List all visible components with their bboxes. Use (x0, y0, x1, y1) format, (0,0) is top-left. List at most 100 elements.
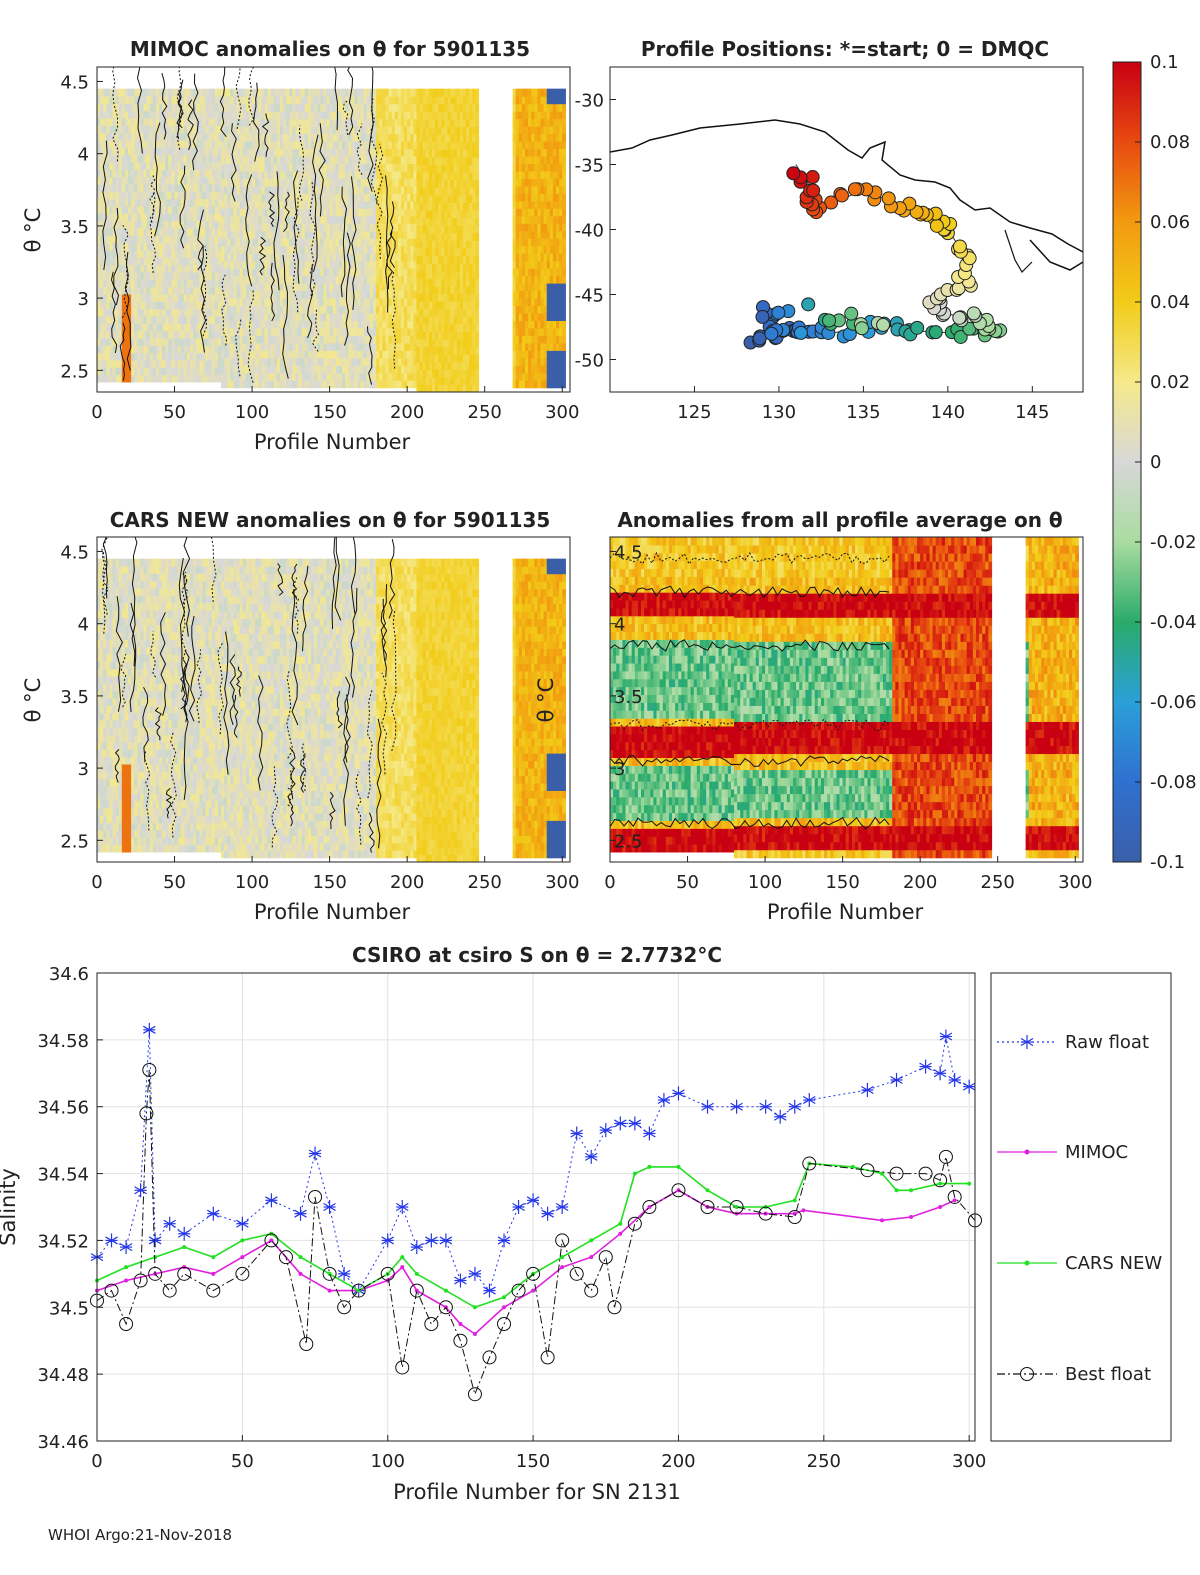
heatmap-cell (224, 350, 228, 359)
heatmap-cell (357, 208, 362, 217)
heatmap-cell (342, 140, 346, 150)
heatmap-cell (121, 147, 126, 156)
heatmap-cell (276, 357, 281, 366)
heatmap-cell (338, 88, 343, 97)
heatmap-cell (428, 194, 433, 204)
heatmap-cell (397, 238, 402, 247)
heatmap-cell (292, 253, 297, 262)
heatmap-cell (109, 235, 114, 244)
heatmap-cell (335, 208, 340, 217)
heatmap-cell (407, 350, 411, 359)
heatmap-cell (267, 290, 272, 299)
heatmap-cell (276, 126, 281, 135)
heatmap-cell (155, 286, 160, 295)
heatmap-cell (252, 170, 256, 179)
heatmap-cell (261, 283, 266, 292)
heatmap-cell (329, 253, 334, 262)
heatmap-cell (444, 338, 449, 348)
heatmap-cell (190, 125, 194, 134)
heatmap-cell (248, 208, 253, 217)
heatmap-cell (248, 275, 253, 284)
heatmap-cell (388, 88, 393, 97)
heatmap-cell (419, 293, 424, 302)
heatmap-cell (97, 110, 101, 119)
heatmap-cell (199, 220, 204, 229)
heatmap-cell (186, 161, 191, 170)
heatmap-cell (115, 271, 120, 280)
heatmap-cell (248, 185, 253, 194)
heatmap-cell (121, 132, 126, 141)
heatmap-cell (236, 238, 241, 247)
heatmap-cell (373, 350, 377, 359)
heatmap-cell (155, 271, 160, 280)
heatmap-cell (307, 253, 312, 262)
heatmap-cell (224, 215, 228, 224)
heatmap-cell (466, 126, 470, 135)
heatmap-cell (472, 202, 476, 211)
heatmap-cell (342, 290, 346, 299)
heatmap-cell (314, 103, 318, 112)
heatmap-cell (394, 260, 399, 269)
heatmap-cell (267, 118, 272, 127)
heatmap-cell (314, 163, 318, 172)
heatmap-cell (248, 268, 253, 277)
heatmap-cell (397, 133, 402, 142)
heatmap-cell (512, 215, 517, 224)
heatmap-cell (214, 154, 219, 163)
heatmap-cell (121, 95, 126, 104)
heatmap-cell (438, 263, 442, 272)
heatmap-cell (171, 117, 176, 126)
heatmap-cell (419, 255, 424, 264)
heatmap-cell (137, 257, 142, 266)
heatmap-cell (397, 215, 402, 224)
heatmap-cell (134, 132, 138, 141)
heatmap-cell (469, 202, 473, 211)
heatmap-cell (335, 342, 340, 351)
heatmap-cell (159, 279, 163, 288)
heatmap-cell (177, 315, 182, 324)
heatmap-cell (180, 330, 185, 339)
heatmap-cell (264, 335, 269, 344)
heatmap-cell (227, 133, 231, 142)
heatmap-cell (512, 200, 517, 209)
heatmap-cell (283, 312, 287, 321)
heatmap-cell (404, 215, 408, 224)
heatmap-cell (155, 88, 160, 97)
heatmap-cell (152, 125, 157, 134)
heatmap-cell (264, 357, 269, 366)
heatmap-cell (217, 367, 222, 376)
heatmap-cell (97, 271, 101, 280)
heatmap-cell (128, 227, 132, 236)
heatmap-cell (115, 359, 120, 368)
heatmap-cell (248, 305, 253, 314)
heatmap-cell (205, 345, 210, 354)
heatmap-cell (159, 323, 163, 332)
heatmap-cell (162, 220, 166, 229)
heatmap-cell (143, 359, 148, 368)
heatmap-cell (410, 155, 414, 165)
heatmap-cell (143, 103, 148, 112)
heatmap-cell (351, 155, 356, 165)
heatmap-cell (190, 183, 194, 192)
heatmap-cell (224, 96, 228, 105)
heatmap-cell (149, 308, 154, 317)
heatmap-cell (419, 164, 424, 173)
heatmap-cell (211, 227, 216, 236)
heatmap-cell (106, 235, 111, 244)
heatmap-cell (382, 297, 387, 307)
heatmap-cell (230, 155, 235, 165)
heatmap-cell (261, 290, 266, 299)
heatmap-cell (326, 335, 331, 344)
heatmap-cell (146, 352, 151, 361)
heatmap-cell (143, 308, 148, 317)
heatmap-cell (469, 323, 473, 332)
heatmap-cell (224, 268, 228, 277)
heatmap-cell (298, 283, 303, 292)
heatmap-cell (186, 169, 191, 178)
heatmap-cell (224, 118, 228, 127)
heatmap-cell (431, 164, 436, 173)
heatmap-cell (376, 118, 380, 127)
heatmap-cell (298, 118, 303, 127)
heatmap-cell (466, 141, 470, 150)
heatmap-cell (155, 367, 160, 376)
